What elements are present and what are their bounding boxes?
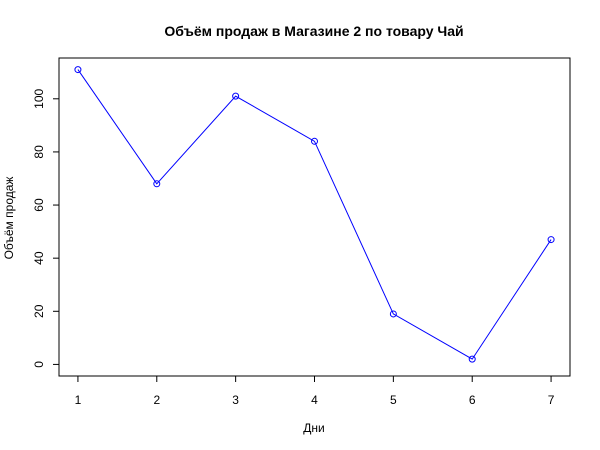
data-point — [232, 92, 240, 100]
y-tick-label: 100 — [32, 88, 46, 108]
data-point — [547, 236, 555, 244]
data-point — [468, 355, 476, 363]
y-tick-label: 80 — [32, 145, 46, 159]
x-tick-label: 2 — [153, 393, 160, 407]
x-tick-label: 7 — [548, 393, 555, 407]
y-axis: 0 20 40 60 80 100 — [32, 88, 60, 368]
x-axis-label: Дни — [303, 421, 324, 435]
x-tick-label: 1 — [75, 393, 82, 407]
y-tick-label: 0 — [32, 361, 46, 368]
x-tick-label: 6 — [469, 393, 476, 407]
x-tick-label: 5 — [390, 393, 397, 407]
y-tick-label: 60 — [32, 198, 46, 212]
y-axis-label: Объём продаж — [2, 177, 16, 260]
x-axis: 1 2 3 4 5 6 7 — [75, 375, 555, 407]
series-layer — [74, 66, 555, 363]
series-line — [77, 69, 552, 360]
x-tick-label: 3 — [232, 393, 239, 407]
y-tick-label: 20 — [32, 304, 46, 318]
data-point — [311, 137, 318, 145]
x-tick-label: 4 — [311, 393, 318, 407]
chart-title: Объём продаж в Магазине 2 по товару Чай — [164, 23, 463, 39]
data-point — [74, 66, 82, 74]
y-tick-label: 40 — [32, 251, 46, 265]
data-point — [153, 180, 161, 188]
data-point — [389, 310, 397, 318]
plot-frame — [58, 57, 571, 377]
